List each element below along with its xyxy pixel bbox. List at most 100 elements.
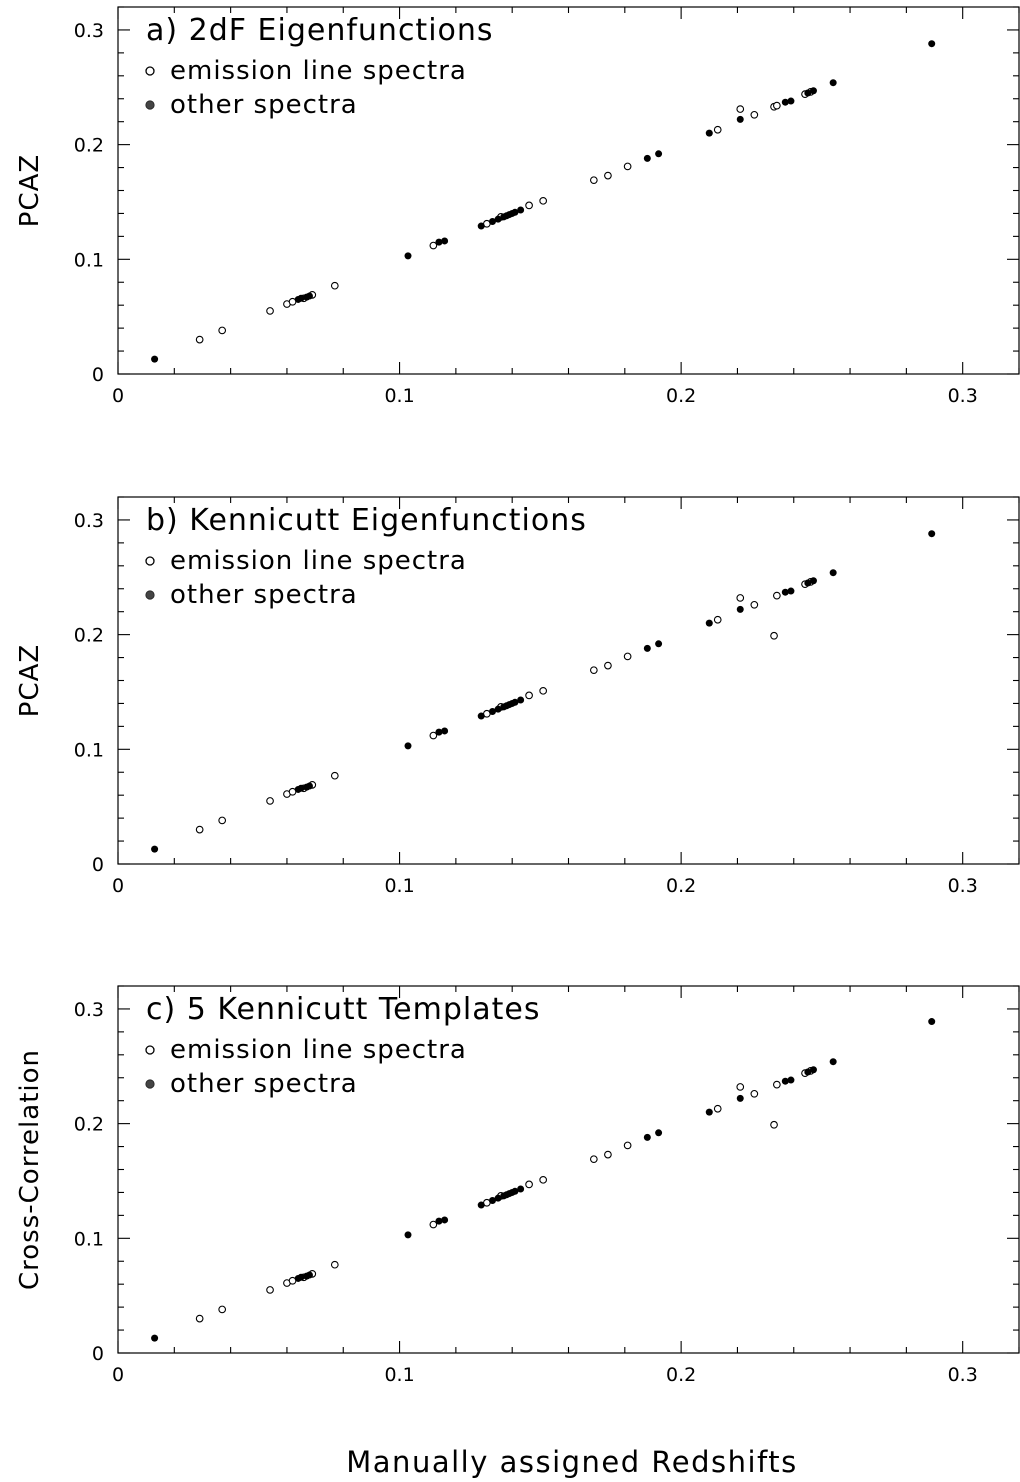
- data-point-other: [151, 845, 159, 853]
- data-point-other: [435, 728, 443, 736]
- y-tick-label: 0.2: [74, 625, 104, 647]
- panel-c: 0 0.1 0.2 0.3 0 0.1 0.2 0.3 Cross-Correlation c) …: [15, 985, 1020, 1386]
- data-point-emission: [218, 1305, 227, 1314]
- legend-label: emission line spectra: [170, 56, 467, 86]
- panel-b: 0 0.1 0.2 0.3 0 0.1 0.2 0.3 PCAZ b) Kennicutt Eig…: [15, 496, 1020, 897]
- data-point-other: [404, 742, 412, 750]
- legend-label: other spectra: [170, 90, 358, 120]
- x-tick-label: 0: [112, 1364, 124, 1386]
- data-point-other: [404, 252, 412, 260]
- y-tick-label: 0.3: [74, 20, 104, 42]
- data-point-emission: [589, 176, 598, 185]
- data-point-other: [928, 1018, 936, 1026]
- y-tick-label: 0.3: [74, 510, 104, 532]
- legend-marker-filled: [145, 1079, 155, 1089]
- data-point-emission: [770, 631, 778, 640]
- data-point-other: [517, 206, 525, 214]
- data-point-other: [781, 588, 789, 596]
- data-point-other: [494, 705, 502, 713]
- data-point-other: [494, 215, 502, 223]
- data-point-emission: [266, 1286, 274, 1294]
- data-point-emission: [266, 307, 274, 315]
- x-tick-label: 0.1: [384, 385, 414, 407]
- data-point-emission: [539, 1175, 548, 1184]
- data-point-other: [781, 98, 789, 106]
- data-point-other: [517, 1185, 525, 1193]
- data-point-emission: [750, 600, 759, 609]
- data-point-other: [705, 619, 713, 627]
- data-point-other: [804, 1068, 812, 1076]
- data-point-emission: [623, 652, 632, 661]
- data-point-emission: [218, 816, 227, 825]
- data-point-other: [477, 1201, 485, 1209]
- data-point-emission: [195, 825, 204, 834]
- x-tick-label: 0.1: [384, 875, 414, 897]
- data-point-emission: [773, 591, 781, 600]
- data-point-other: [441, 727, 449, 735]
- data-point-other: [809, 1066, 817, 1074]
- y-tick-label: 0: [92, 364, 104, 386]
- data-point-emission: [195, 1314, 204, 1323]
- data-point-other: [809, 87, 817, 95]
- data-point-other: [305, 1271, 313, 1279]
- y-tick-label: 0.1: [74, 1228, 104, 1250]
- data-point-emission: [218, 326, 227, 335]
- data-point-other: [643, 1133, 651, 1141]
- data-point-emission: [604, 661, 612, 670]
- data-point-other: [705, 129, 713, 137]
- data-point-other: [736, 605, 744, 613]
- data-point-other: [705, 1108, 713, 1116]
- data-point-emission: [330, 771, 339, 780]
- data-point-other: [511, 698, 519, 706]
- legend-marker-open: [145, 556, 155, 566]
- data-point-other: [829, 569, 837, 577]
- data-point-emission: [330, 1260, 339, 1269]
- data-point-emission: [770, 1120, 778, 1129]
- data-point-other: [297, 294, 305, 302]
- x-tick-label: 0.3: [948, 385, 978, 407]
- data-point-other: [488, 1196, 496, 1204]
- data-point-emission: [623, 162, 632, 171]
- data-point-emission: [429, 1220, 438, 1229]
- data-point-other: [928, 40, 936, 48]
- y-tick-label: 0: [92, 854, 104, 876]
- data-point-other: [297, 1273, 305, 1281]
- y-axis-label: PCAZ: [15, 644, 45, 717]
- x-tick-label: 0: [112, 875, 124, 897]
- data-point-emission: [623, 1141, 632, 1150]
- data-point-other: [928, 530, 936, 538]
- data-point-emission: [736, 594, 745, 602]
- data-point-other: [441, 1216, 449, 1224]
- data-point-emission: [525, 201, 533, 210]
- legend: emission line spectra other spectra: [145, 546, 466, 610]
- data-point-other: [655, 640, 663, 648]
- data-point-other: [488, 217, 496, 225]
- data-point-emission: [736, 1083, 745, 1091]
- y-tick-label: 0.1: [74, 739, 104, 761]
- y-tick-label: 0.1: [74, 249, 104, 271]
- data-point-other: [787, 587, 795, 595]
- data-point-emission: [604, 171, 612, 180]
- data-point-emission: [589, 1155, 598, 1164]
- data-point-other: [804, 89, 812, 97]
- legend-marker-open: [145, 66, 155, 76]
- panel-title: c) 5 Kennicutt Templates: [146, 992, 540, 1027]
- data-point-emission: [330, 281, 339, 290]
- legend: emission line spectra other spectra: [145, 1035, 466, 1099]
- panel-a: 0 0.1 0.2 0.3 0 0.1 0.2 0.3 PCAZ a) 2dF Eigenfunc…: [15, 6, 1020, 407]
- x-tick-label: 0.3: [948, 875, 978, 897]
- data-point-emission: [750, 110, 759, 119]
- data-point-other: [441, 237, 449, 245]
- x-tick-label: 0: [112, 385, 124, 407]
- data-point-emission: [713, 1104, 722, 1113]
- data-point-emission: [539, 196, 548, 205]
- data-point-other: [297, 784, 305, 792]
- y-tick-label: 0.2: [74, 1114, 104, 1136]
- panels: 0 0.1 0.2 0.3 0 0.1 0.2 0.3 PCAZ a) 2dF Eigenfunc…: [15, 6, 1020, 1386]
- data-point-other: [511, 208, 519, 216]
- data-point-other: [809, 577, 817, 585]
- data-point-other: [829, 1058, 837, 1066]
- legend-label: other spectra: [170, 580, 358, 610]
- data-point-other: [643, 644, 651, 652]
- data-point-other: [736, 1094, 744, 1102]
